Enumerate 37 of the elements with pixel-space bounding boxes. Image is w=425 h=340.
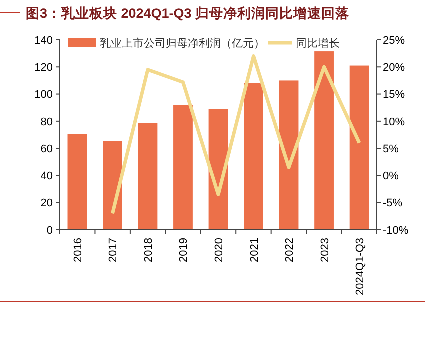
- y2-tick-label: 5%: [383, 143, 400, 156]
- x-tick-label: 2020: [214, 238, 226, 262]
- x-tick-label: 2016: [72, 238, 84, 262]
- x-tick-label: 2021: [248, 238, 261, 262]
- y-tick-label: 60: [40, 143, 53, 156]
- y-tick-label: 0: [46, 224, 53, 237]
- legend-label: 乳业上市公司归母净利润（亿元）: [100, 36, 265, 50]
- y2-tick-label: -5%: [383, 198, 403, 210]
- y2-tick-label: 15%: [383, 89, 406, 102]
- bar: [350, 66, 370, 230]
- y-tick-label: 120: [34, 62, 53, 74]
- y2-tick-label: 20%: [383, 62, 406, 74]
- bar: [68, 134, 88, 230]
- bar: [138, 123, 158, 230]
- x-tick-label: 2022: [284, 238, 296, 262]
- y2-tick-label: 0%: [383, 170, 400, 183]
- bar: [279, 80, 299, 230]
- x-tick-label: 2019: [178, 238, 190, 262]
- bar: [174, 105, 193, 230]
- y-tick-label: 80: [40, 116, 53, 128]
- y-tick-label: 140: [34, 34, 53, 47]
- bar: [244, 83, 264, 230]
- y-tick-label: 100: [34, 89, 53, 102]
- line-series: [110, 54, 362, 216]
- x-tick-label: 2024Q1-Q3: [354, 238, 367, 296]
- x-tick-label: 2017: [108, 238, 120, 262]
- chart-title: 图3：乳业板块 2024Q1-Q3 归母净利润同比增速回落: [26, 5, 350, 21]
- x-tick-label: 2018: [142, 238, 155, 262]
- bar: [103, 141, 122, 230]
- y2-tick-label: 10%: [383, 116, 406, 128]
- y2-tick-label: -10%: [383, 224, 409, 237]
- y-tick-label: 20: [40, 198, 53, 210]
- y-tick-label: 40: [40, 170, 53, 183]
- bar: [314, 52, 334, 230]
- legend-label: 同比增长: [296, 36, 340, 50]
- x-tick-label: 2023: [319, 238, 332, 262]
- y2-tick-label: 25%: [383, 34, 406, 47]
